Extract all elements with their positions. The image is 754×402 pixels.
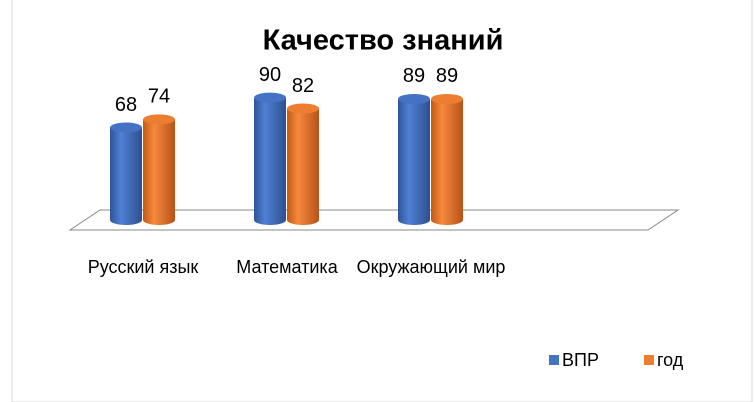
x-tick-label: Окружающий мир bbox=[357, 257, 506, 277]
cylinder bbox=[254, 92, 286, 225]
cylinder-top bbox=[398, 93, 430, 104]
data-label: 82 bbox=[292, 75, 314, 97]
chart-frame bbox=[11, 0, 753, 402]
cylinder-body bbox=[398, 98, 430, 225]
cylinder-body bbox=[110, 127, 142, 225]
cylinder bbox=[110, 122, 142, 225]
cylinder-top bbox=[431, 93, 463, 104]
data-label: 74 bbox=[148, 86, 170, 108]
legend-swatch bbox=[549, 355, 559, 365]
x-tick-label: Математика bbox=[236, 257, 338, 277]
chart-title: Качество знаний bbox=[263, 25, 504, 57]
cylinder-top bbox=[254, 92, 286, 103]
cylinder-body bbox=[287, 108, 319, 225]
data-label: 68 bbox=[115, 94, 137, 116]
data-label: 90 bbox=[259, 64, 281, 86]
cylinder bbox=[143, 114, 175, 225]
cylinder bbox=[287, 103, 319, 225]
data-label: 89 bbox=[403, 65, 425, 87]
cylinder-top bbox=[287, 103, 319, 114]
cylinder-body bbox=[254, 97, 286, 225]
x-tick-label: Русский язык bbox=[88, 257, 199, 277]
legend-label: ВПР bbox=[562, 350, 599, 370]
cylinder-body bbox=[431, 98, 463, 225]
legend-label: год bbox=[657, 350, 684, 370]
cylinder bbox=[398, 93, 430, 225]
cylinder-top bbox=[110, 122, 142, 133]
cylinder-body bbox=[143, 119, 175, 225]
legend-swatch bbox=[644, 355, 654, 365]
cylinder-top bbox=[143, 114, 175, 125]
data-label: 89 bbox=[436, 65, 458, 87]
cylinder bbox=[431, 93, 463, 225]
floor bbox=[68, 209, 680, 231]
